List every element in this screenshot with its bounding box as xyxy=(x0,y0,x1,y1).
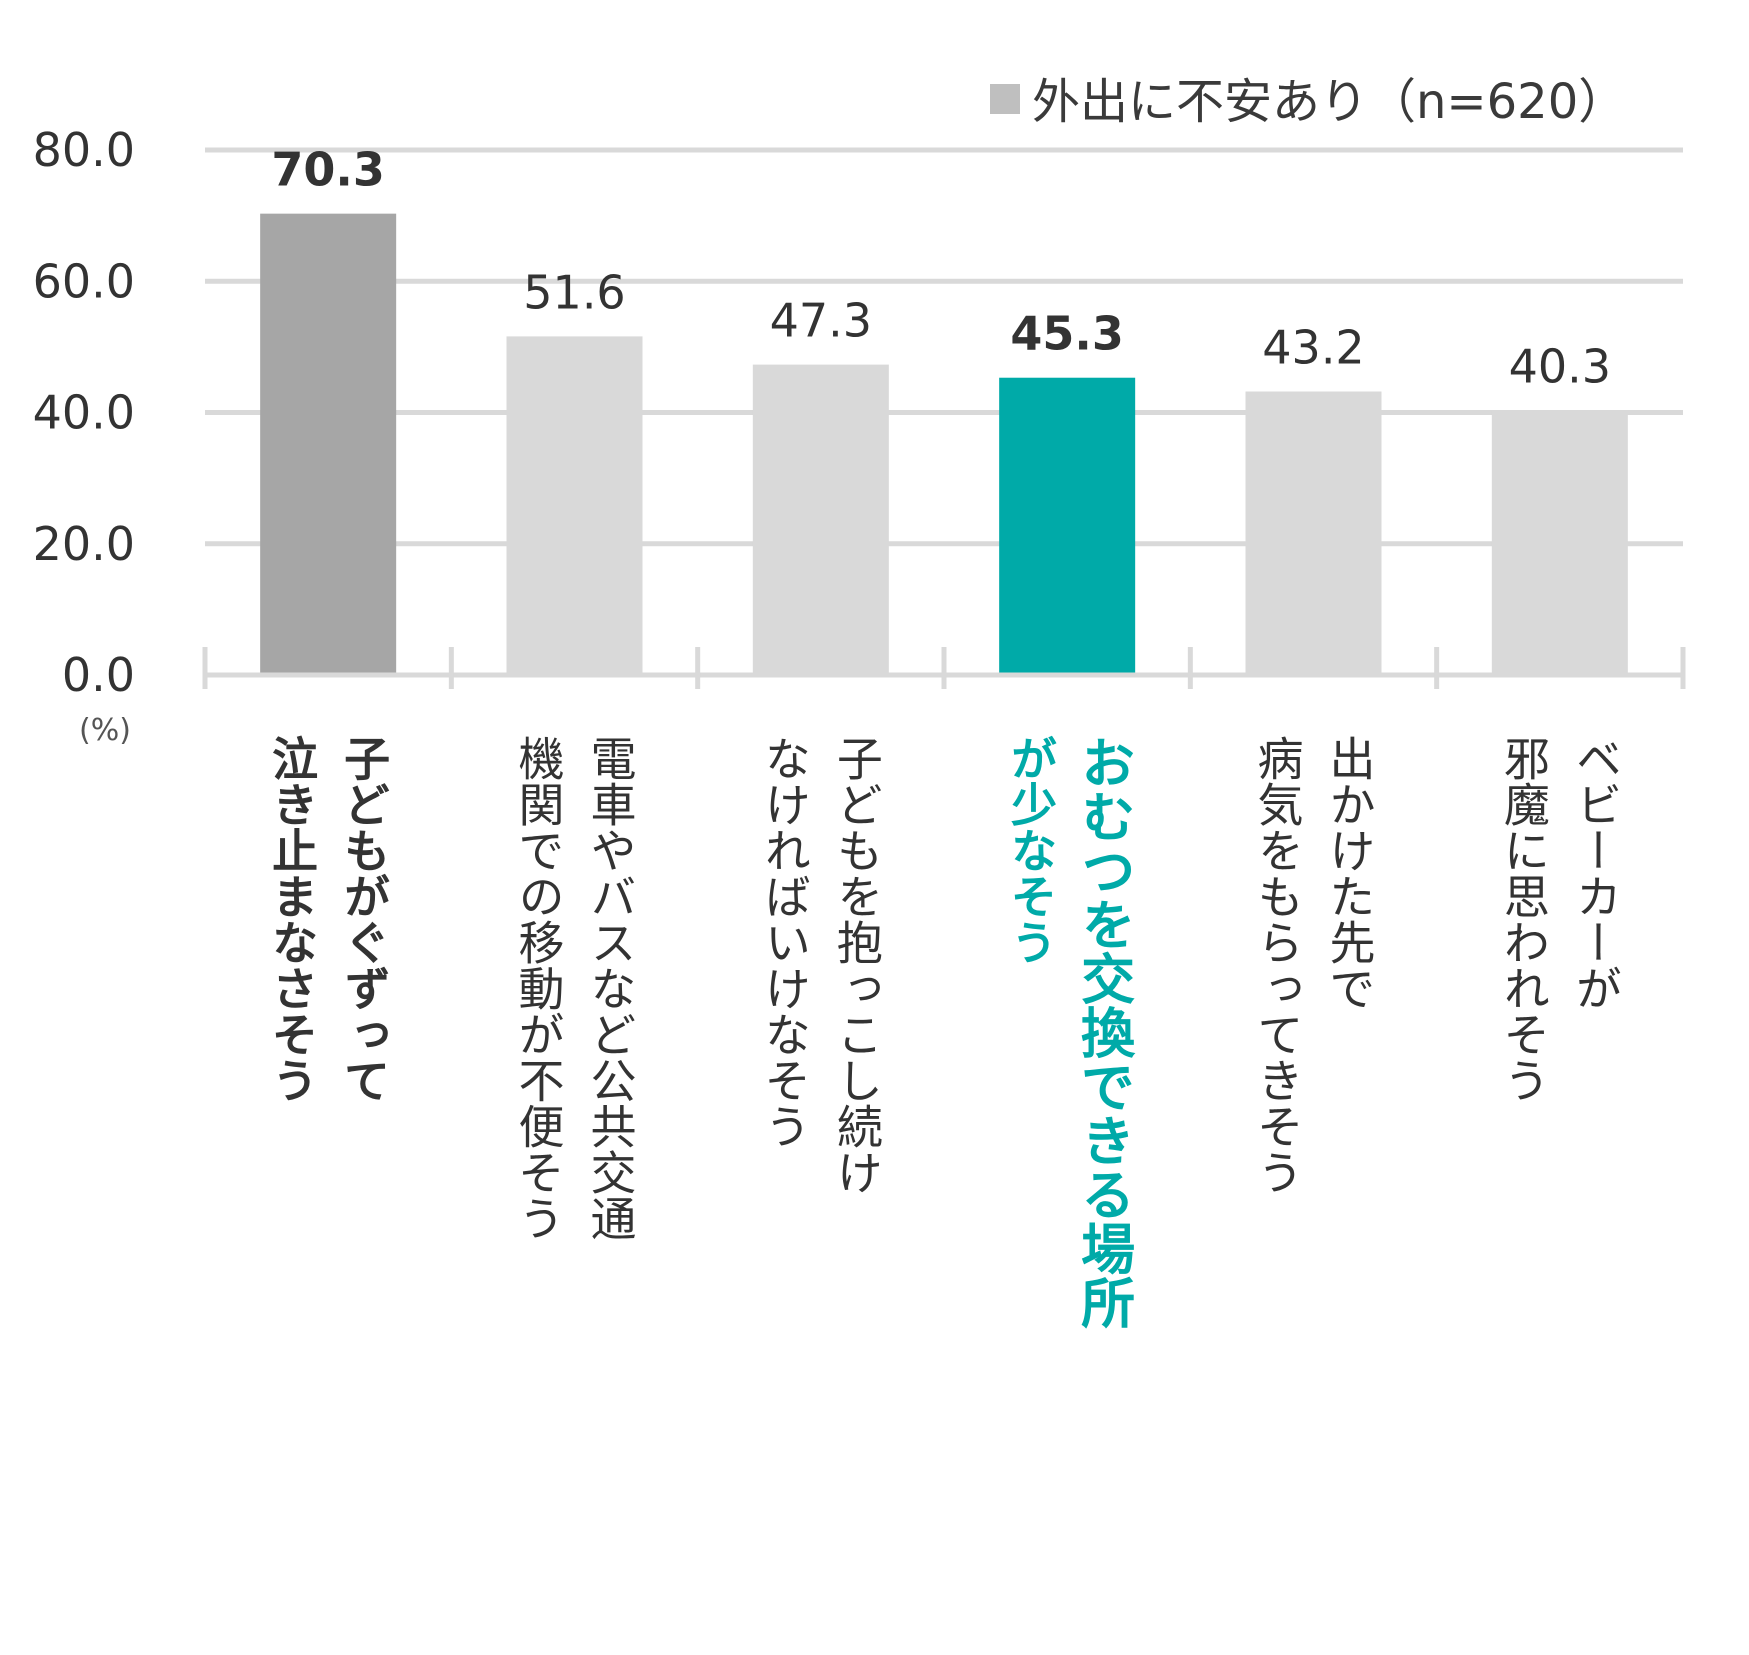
legend: 外出に不安あり（n=620） xyxy=(990,74,1626,130)
category-label: 病気をもらってきそう xyxy=(1251,735,1305,1195)
value-label: 43.2 xyxy=(1262,321,1364,375)
category-label: おむつを交換できる場所 xyxy=(1072,735,1135,1329)
value-label: 70.3 xyxy=(271,143,385,197)
bars xyxy=(260,213,1628,675)
category-label: 機関での移動が不便そう xyxy=(512,735,566,1241)
value-labels: 70.3 51.6 47.3 45.3 43.2 40.3 xyxy=(271,143,1611,394)
bar xyxy=(999,377,1136,675)
bar xyxy=(752,364,889,675)
category-label: 子どもを抱っこし続け xyxy=(830,735,884,1195)
value-label: 47.3 xyxy=(770,294,872,348)
legend-swatch xyxy=(990,84,1020,114)
category-label: 邪魔に思われそう xyxy=(1497,735,1551,1103)
category-label: 子どもがぐずって xyxy=(337,735,391,1103)
bar xyxy=(260,213,397,675)
category-label: が少なそう xyxy=(1004,735,1058,965)
value-label: 51.6 xyxy=(523,265,625,319)
x-axis xyxy=(202,647,1686,689)
bar xyxy=(1245,391,1382,675)
bar xyxy=(506,336,643,675)
category-label: 出かけた先で xyxy=(1323,735,1377,1011)
bar xyxy=(1491,410,1628,675)
y-axis-unit: (%) xyxy=(79,713,131,748)
category-label: なければいけなそう xyxy=(758,735,812,1149)
value-label: 45.3 xyxy=(1010,307,1124,361)
y-tick-label: 0.0 xyxy=(62,648,135,702)
y-tick-label: 40.0 xyxy=(33,386,135,440)
legend-label: 外出に不安あり（n=620） xyxy=(1032,74,1626,130)
category-label: 電車やバスなど公共交通 xyxy=(584,735,638,1241)
y-tick-label: 80.0 xyxy=(33,123,135,177)
gridlines xyxy=(205,147,1683,547)
y-axis-ticks: 0.0 20.0 40.0 60.0 80.0 xyxy=(33,123,135,702)
y-tick-label: 60.0 xyxy=(33,254,135,308)
y-tick-label: 20.0 xyxy=(33,517,135,571)
value-label: 40.3 xyxy=(1509,340,1611,394)
category-label: ベビーカーが xyxy=(1569,735,1623,1011)
category-label: 泣き止まなさそう xyxy=(265,735,319,1103)
